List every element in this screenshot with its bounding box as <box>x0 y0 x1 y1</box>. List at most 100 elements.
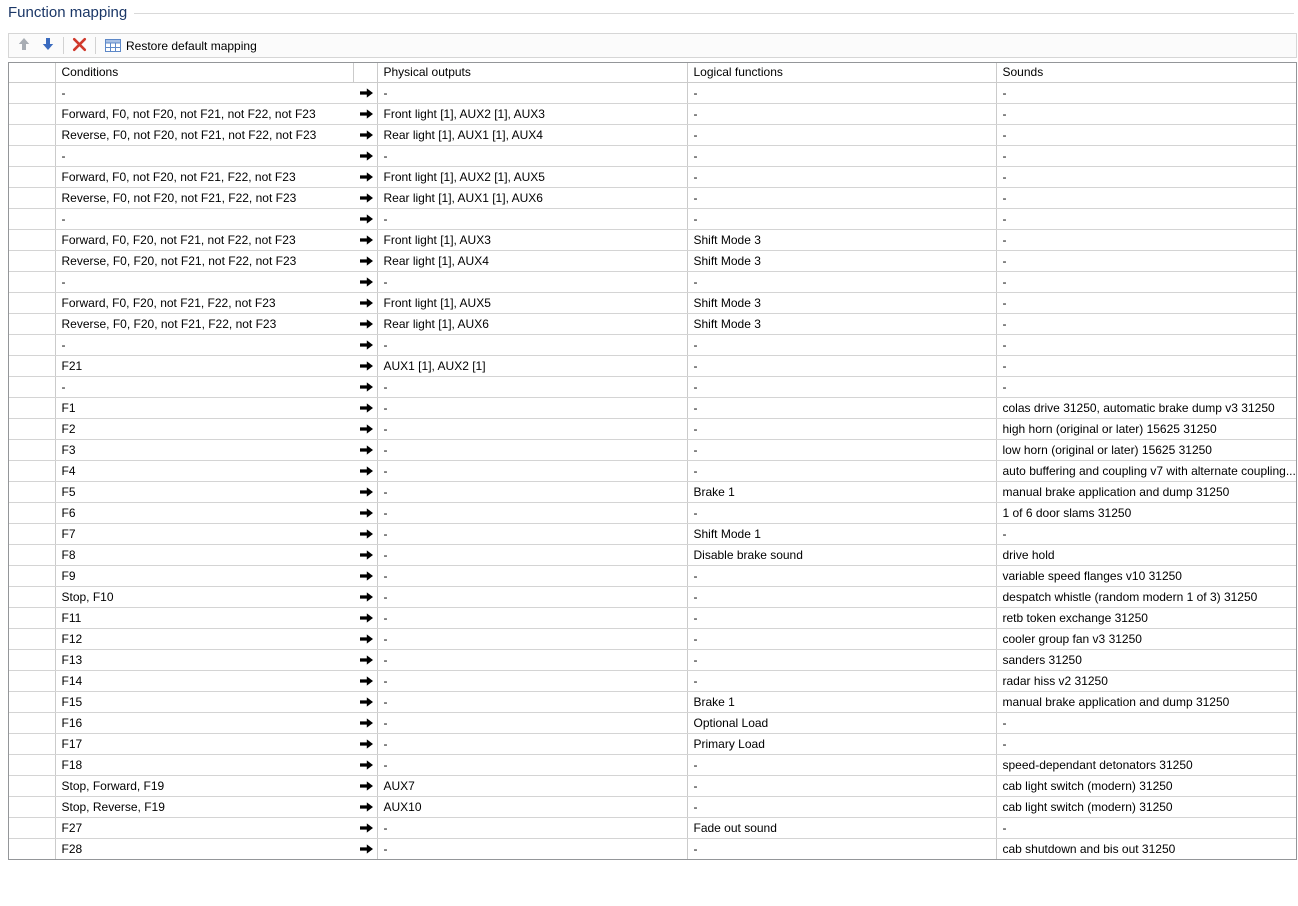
row-selector[interactable] <box>9 313 56 335</box>
sound-cell[interactable]: - <box>995 82 1296 104</box>
table-row[interactable]: F15 - Brake 1 manual brake application and … <box>9 691 1296 713</box>
sound-cell[interactable]: cab light switch (modern) 31250 <box>995 775 1296 797</box>
sound-cell[interactable]: manual brake application and dump 31250 <box>995 691 1296 713</box>
table-row[interactable]: Stop, Forward, F19 AUX7- cab light switch … <box>9 775 1296 797</box>
row-selector[interactable] <box>9 796 56 818</box>
logical-function-cell[interactable]: - <box>686 334 996 356</box>
condition-cell[interactable]: F9 <box>55 565 377 587</box>
row-selector[interactable] <box>9 166 56 188</box>
table-row[interactable]: Stop, F10- - despatch whistle (random mode… <box>9 586 1296 608</box>
table-row[interactable]: Reverse, F0, not F20, not F21, F22, not … <box>9 187 1296 209</box>
table-row[interactable]: F8 - Disable brake sound drive hold <box>9 544 1296 566</box>
sound-cell[interactable]: - <box>995 229 1296 251</box>
table-row[interactable]: F2- - high horn (original or later) 15625 … <box>9 418 1296 440</box>
logical-function-cell[interactable]: Optional Load <box>686 712 996 734</box>
physical-output-cell[interactable]: - <box>376 523 687 545</box>
physical-output-cell[interactable]: - <box>376 838 687 859</box>
row-selector[interactable] <box>9 670 56 692</box>
table-row[interactable]: F11- - retb token exchange 31250 <box>9 607 1296 629</box>
condition-cell[interactable]: - <box>55 271 377 293</box>
table-row[interactable]: F7 - Shift Mode 1- <box>9 523 1296 545</box>
physical-output-cell[interactable]: - <box>376 82 687 104</box>
condition-cell[interactable]: F13 <box>55 649 377 671</box>
row-selector[interactable] <box>9 292 56 314</box>
table-row[interactable]: F12- - cooler group fan v3 31250 <box>9 628 1296 650</box>
physical-output-cell[interactable]: - <box>376 544 687 566</box>
physical-output-cell[interactable]: - <box>376 334 687 356</box>
table-row[interactable]: F9- - variable speed flanges v10 31250 <box>9 565 1296 587</box>
row-selector[interactable] <box>9 229 56 251</box>
row-selector[interactable] <box>9 586 56 608</box>
column-header-logical-functions[interactable]: Logical functions <box>686 63 997 83</box>
logical-function-cell[interactable]: - <box>686 607 996 629</box>
physical-output-cell[interactable]: - <box>376 691 687 713</box>
row-selector[interactable] <box>9 607 56 629</box>
sound-cell[interactable]: - <box>995 313 1296 335</box>
sound-cell[interactable]: - <box>995 250 1296 272</box>
physical-output-cell[interactable]: - <box>376 565 687 587</box>
row-selector[interactable] <box>9 481 56 503</box>
logical-function-cell[interactable]: - <box>686 145 996 167</box>
physical-output-cell[interactable]: - <box>376 817 687 839</box>
physical-output-cell[interactable]: Rear light [1], AUX1 [1], AUX6 <box>376 187 687 209</box>
physical-output-cell[interactable]: Rear light [1], AUX4 <box>376 250 687 272</box>
condition-cell[interactable]: F12 <box>55 628 377 650</box>
logical-function-cell[interactable]: Disable brake sound <box>686 544 996 566</box>
row-selector[interactable] <box>9 775 56 797</box>
logical-function-cell[interactable]: - <box>686 628 996 650</box>
column-header-conditions[interactable]: Conditions <box>54 63 354 83</box>
sound-cell[interactable]: - <box>995 124 1296 146</box>
row-selector[interactable] <box>9 82 56 104</box>
row-selector[interactable] <box>9 376 56 398</box>
row-selector[interactable] <box>9 712 56 734</box>
table-row[interactable]: F1- - colas drive 31250, automatic brake d… <box>9 397 1296 419</box>
sound-cell[interactable]: sanders 31250 <box>995 649 1296 671</box>
sound-cell[interactable]: - <box>995 103 1296 125</box>
physical-output-cell[interactable]: - <box>376 145 687 167</box>
physical-output-cell[interactable]: AUX1 [1], AUX2 [1] <box>376 355 687 377</box>
table-row[interactable]: F27 - Fade out sound - <box>9 817 1296 839</box>
sound-cell[interactable]: speed-dependant detonators 31250 <box>995 754 1296 776</box>
condition-cell[interactable]: F6 <box>55 502 377 524</box>
sound-cell[interactable]: - <box>995 355 1296 377</box>
physical-output-cell[interactable]: AUX7 <box>376 775 687 797</box>
row-selector[interactable] <box>9 817 56 839</box>
condition-cell[interactable]: Reverse, F0, F20, not F21, F22, not F23 <box>55 313 377 335</box>
table-row[interactable]: Reverse, F0, F20, not F21, F22, not F23 R… <box>9 313 1296 335</box>
sound-cell[interactable]: radar hiss v2 31250 <box>995 670 1296 692</box>
physical-output-cell[interactable]: AUX10 <box>376 796 687 818</box>
row-selector[interactable] <box>9 649 56 671</box>
table-row[interactable]: ---- <box>9 334 1296 356</box>
logical-function-cell[interactable]: Shift Mode 3 <box>686 292 996 314</box>
row-selector[interactable] <box>9 523 56 545</box>
physical-output-cell[interactable]: - <box>376 376 687 398</box>
logical-function-cell[interactable]: Shift Mode 3 <box>686 250 996 272</box>
physical-output-cell[interactable]: - <box>376 733 687 755</box>
condition-cell[interactable]: Stop, F10 <box>55 586 377 608</box>
sound-cell[interactable]: cab shutdown and bis out 31250 <box>995 838 1296 859</box>
condition-cell[interactable]: F14 <box>55 670 377 692</box>
physical-output-cell[interactable]: - <box>376 460 687 482</box>
logical-function-cell[interactable]: Brake 1 <box>686 481 996 503</box>
delete-mapping-button[interactable] <box>68 35 91 56</box>
condition-cell[interactable]: F21 <box>55 355 377 377</box>
logical-function-cell[interactable]: - <box>686 439 996 461</box>
table-row[interactable]: F28- - cab shutdown and bis out 31250 <box>9 838 1296 859</box>
sound-cell[interactable]: - <box>995 145 1296 167</box>
condition-cell[interactable]: F18 <box>55 754 377 776</box>
condition-cell[interactable]: Reverse, F0, not F20, not F21, not F22, … <box>55 124 377 146</box>
sound-cell[interactable]: - <box>995 208 1296 230</box>
condition-cell[interactable]: F5 <box>55 481 377 503</box>
logical-function-cell[interactable]: - <box>686 670 996 692</box>
physical-output-cell[interactable]: Front light [1], AUX5 <box>376 292 687 314</box>
condition-cell[interactable]: Forward, F0, not F20, not F21, F22, not … <box>55 166 377 188</box>
physical-output-cell[interactable]: - <box>376 712 687 734</box>
table-row[interactable]: Forward, F0, F20, not F21, F22, not F23 F… <box>9 292 1296 314</box>
column-header-physical-outputs[interactable]: Physical outputs <box>376 63 688 83</box>
condition-cell[interactable]: F16 <box>55 712 377 734</box>
row-selector[interactable] <box>9 271 56 293</box>
sound-cell[interactable]: - <box>995 817 1296 839</box>
logical-function-cell[interactable]: - <box>686 124 996 146</box>
table-row[interactable]: ---- <box>9 208 1296 230</box>
sound-cell[interactable]: drive hold <box>995 544 1296 566</box>
